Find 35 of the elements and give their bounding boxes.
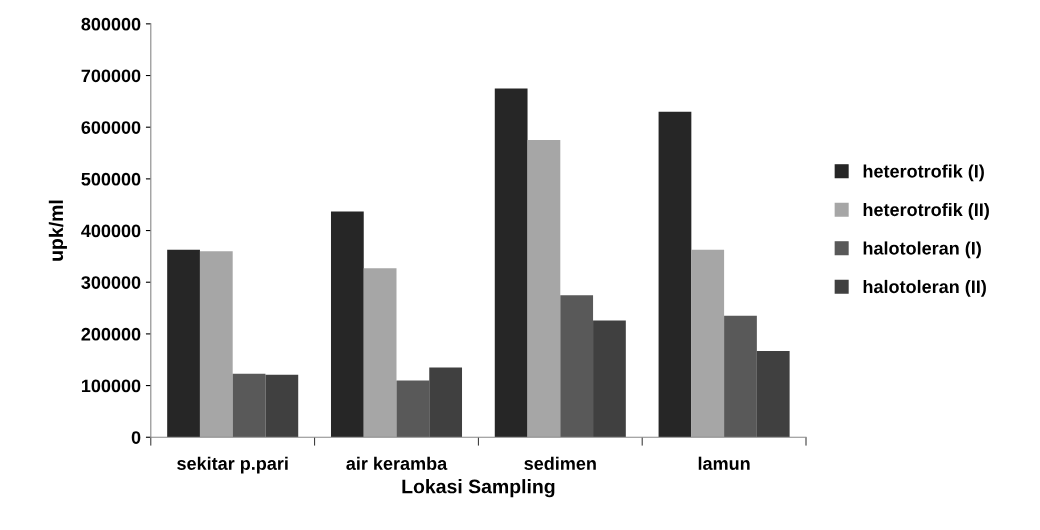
bar xyxy=(691,249,725,438)
bar xyxy=(265,374,299,438)
y-tick-label: 100000 xyxy=(81,379,141,393)
x-tick-label: sedimen xyxy=(524,456,596,470)
legend-label: halotoleran (II) xyxy=(863,279,986,297)
bar xyxy=(494,88,528,438)
bar xyxy=(527,140,561,438)
x-tick-label: sekitar p.pari xyxy=(177,456,288,474)
y-tick-label: 200000 xyxy=(81,327,141,341)
bar xyxy=(330,211,364,438)
bar xyxy=(232,373,266,438)
bar xyxy=(199,251,233,438)
y-tick-label: 400000 xyxy=(81,224,141,238)
bar xyxy=(167,249,200,438)
x-axis-title: Lokasi Sampling xyxy=(402,479,555,498)
bar xyxy=(363,268,397,438)
legend-label: heterotrofik (I) xyxy=(863,164,984,182)
y-tick-label: 700000 xyxy=(81,69,141,83)
y-tick-label: 0 xyxy=(131,431,141,444)
legend-label: halotoleran (I) xyxy=(863,241,981,259)
bar xyxy=(756,350,790,438)
bar xyxy=(429,367,463,438)
x-tick-label: air keramba xyxy=(346,456,448,470)
y-tick-label: 500000 xyxy=(81,172,141,186)
y-axis-title: upk/ml xyxy=(48,200,67,261)
bar xyxy=(396,380,430,438)
bar xyxy=(658,111,692,438)
bar xyxy=(593,320,626,438)
x-tick-label: lamun xyxy=(698,456,750,470)
bar xyxy=(560,295,594,438)
y-tick-label: 300000 xyxy=(81,276,141,289)
bar xyxy=(724,315,757,438)
y-tick-label: 800000 xyxy=(81,17,141,31)
y-tick-label: 600000 xyxy=(81,121,141,134)
legend-label: heterotrofik (II) xyxy=(863,202,989,220)
